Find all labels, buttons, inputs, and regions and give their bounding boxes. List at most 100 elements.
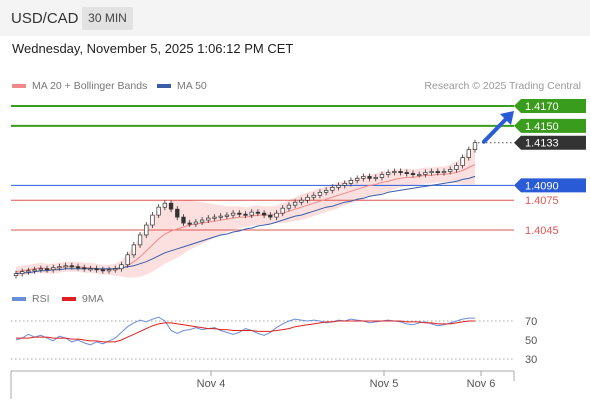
legend-ma50-swatch <box>157 84 171 89</box>
candle <box>137 231 143 248</box>
candle <box>230 210 236 219</box>
candle <box>125 251 130 268</box>
candle-body <box>212 216 217 219</box>
candle <box>317 189 323 199</box>
legend-rsi: RSI <box>12 293 50 305</box>
candle <box>417 171 422 178</box>
symbol-label: USD/CAD <box>11 10 79 27</box>
legend-ma50-label: MA 50 <box>177 80 207 92</box>
candle <box>243 211 248 219</box>
candle <box>373 174 378 182</box>
legend-9ma: 9MA <box>62 293 104 305</box>
candle-body <box>410 173 416 176</box>
candle-body <box>32 269 37 272</box>
candle <box>57 263 62 271</box>
candle <box>63 262 68 270</box>
level-label-1.4045: 1.4045 <box>525 225 559 237</box>
candle <box>323 187 329 196</box>
candle-body <box>429 171 434 174</box>
x-tick-label: Nov 4 <box>197 378 226 390</box>
candle-body <box>373 177 378 179</box>
candle-body <box>125 254 130 266</box>
candle-body <box>57 266 62 269</box>
candle-body <box>38 268 43 271</box>
candle <box>386 169 391 178</box>
candle-body <box>249 211 254 216</box>
candle-body <box>261 212 267 216</box>
legend-9ma-label: 9MA <box>82 293 104 305</box>
candle-body <box>100 269 105 272</box>
candle <box>199 217 205 226</box>
candle <box>460 154 465 169</box>
candle <box>423 169 428 178</box>
candle <box>13 270 19 279</box>
candle-body <box>280 207 285 214</box>
candle <box>51 264 56 273</box>
level-label-1.4150: 1.4150 <box>525 121 559 133</box>
level-tag-1.4090 <box>514 178 586 193</box>
candle <box>280 205 285 217</box>
candle-body <box>348 180 354 184</box>
candle-body <box>44 268 50 271</box>
candle <box>261 210 267 219</box>
legend-ma20: MA 20 + Bollinger Bands <box>12 80 147 92</box>
legend-9ma-swatch <box>62 297 76 302</box>
candle-body <box>299 199 304 203</box>
candle-body <box>193 221 199 225</box>
candle <box>379 171 385 181</box>
interval-button[interactable]: 30 MIN <box>82 7 133 30</box>
candle-body <box>75 266 81 269</box>
candle <box>305 194 310 204</box>
candle-body <box>69 265 74 268</box>
legend-ma20-label: MA 20 + Bollinger Bands <box>32 80 148 92</box>
candle <box>237 210 242 218</box>
candle-body <box>137 234 143 246</box>
candle-body <box>336 185 341 188</box>
candle-body <box>311 194 316 198</box>
candle-body <box>379 174 385 178</box>
candle-body <box>472 142 478 150</box>
level-tag-1.4170 <box>514 99 586 113</box>
candle <box>342 180 347 189</box>
candle <box>224 212 230 220</box>
candle <box>181 214 186 227</box>
candle-body <box>218 215 223 218</box>
candle-body <box>255 211 261 214</box>
candle <box>255 209 261 217</box>
candle <box>44 265 50 273</box>
candle-body <box>354 178 360 181</box>
candle-body <box>454 165 459 170</box>
candle <box>249 209 254 219</box>
candle <box>454 162 459 173</box>
candle <box>20 268 25 277</box>
candle-body <box>448 169 453 172</box>
bollinger-band <box>16 144 475 278</box>
candle <box>429 168 434 176</box>
x-tick-label: Nov 5 <box>370 378 399 390</box>
candle-body <box>361 176 366 179</box>
candle-body <box>119 264 124 270</box>
candle <box>26 267 31 275</box>
candle <box>69 262 74 270</box>
candle <box>38 265 43 273</box>
candle-body <box>392 171 397 174</box>
candle <box>330 184 335 194</box>
candle-body <box>106 269 112 272</box>
candle-body <box>156 206 161 216</box>
candle-body <box>398 171 403 174</box>
candle <box>218 213 223 221</box>
candle-body <box>268 214 273 218</box>
candle <box>94 265 99 273</box>
candle-body <box>274 212 279 218</box>
candle <box>82 264 87 272</box>
candle <box>168 200 174 213</box>
candle <box>144 222 149 238</box>
candle-body <box>230 212 236 216</box>
candle <box>193 219 199 228</box>
candle-body <box>88 268 93 271</box>
candle <box>100 266 105 274</box>
candle-body <box>113 268 118 271</box>
rsi-tick-30: 30 <box>525 354 537 366</box>
candle <box>299 197 304 206</box>
